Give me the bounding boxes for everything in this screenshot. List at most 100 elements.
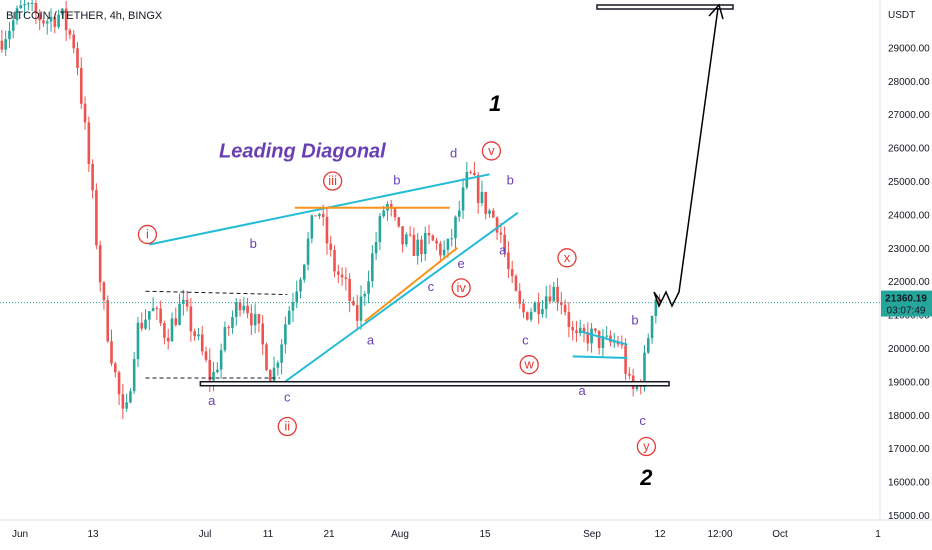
candle-body xyxy=(408,234,412,236)
wave-circle xyxy=(481,141,502,161)
candle-body xyxy=(571,327,574,331)
drawings xyxy=(0,3,880,387)
candle-body xyxy=(461,187,465,211)
y-tick-label: 27000.00 xyxy=(888,110,930,121)
candle-body xyxy=(182,299,185,304)
candle-body xyxy=(397,217,401,227)
candle-body xyxy=(163,323,166,338)
candle-body xyxy=(113,363,117,373)
candles xyxy=(0,0,661,419)
time-axis[interactable]: Jun 13 Jul 11 21 Aug 15 Sep 12 12:00 Oct 1 xyxy=(12,529,881,540)
candle-body xyxy=(454,216,457,239)
candle-body xyxy=(265,344,268,371)
candle-body xyxy=(87,122,91,164)
candle-body xyxy=(79,68,83,104)
candle-body xyxy=(594,328,597,331)
candle-body xyxy=(340,274,344,278)
wave-circle xyxy=(519,355,539,375)
y-tick-label: 16000.00 xyxy=(888,478,930,489)
candle-body xyxy=(223,327,227,351)
candle-body xyxy=(439,243,442,256)
candle-body xyxy=(548,296,552,302)
candle-body xyxy=(321,213,325,218)
x-tick-label: Sep xyxy=(583,529,601,540)
candle-body xyxy=(624,345,627,374)
candle-body xyxy=(148,311,151,320)
candle-body xyxy=(0,40,4,50)
candle-body xyxy=(457,210,461,217)
candle-body xyxy=(185,299,189,307)
candle-body xyxy=(11,20,15,31)
candle-body xyxy=(643,352,646,387)
wave-circle xyxy=(636,436,657,457)
x-tick-label: Oct xyxy=(772,529,788,540)
candle-body xyxy=(628,373,631,376)
candle-body xyxy=(68,30,72,35)
candle-body xyxy=(601,336,605,349)
candle-body xyxy=(344,277,348,279)
wave-circle xyxy=(137,224,158,245)
candle-body xyxy=(155,308,159,310)
candle-body xyxy=(476,175,480,203)
diagonal-lower-line xyxy=(284,211,519,383)
price-axis[interactable]: USDT 29000.00 28000.00 27000.00 26000.00 2500… xyxy=(881,10,932,522)
candle-body xyxy=(174,318,178,325)
candle-body xyxy=(590,328,593,344)
chart-title: BITCOIN / TETHER, 4h, BINGX xyxy=(6,10,163,22)
wave-letter: c xyxy=(284,389,291,404)
candle-body xyxy=(374,242,378,254)
candle-body xyxy=(57,14,60,27)
candle-body xyxy=(287,310,291,325)
candle-body xyxy=(586,332,590,344)
candle-body xyxy=(416,239,419,256)
x-tick-label: 12:00 xyxy=(707,529,732,540)
wave-label: iii xyxy=(328,173,337,188)
wave-letter: c xyxy=(639,413,646,428)
y-tick-label: 29000.00 xyxy=(888,43,930,54)
wave-number-label: 1 xyxy=(489,91,501,116)
candle-body xyxy=(597,330,601,349)
candle-body xyxy=(575,330,578,334)
candle-body xyxy=(102,282,106,301)
candle-body xyxy=(393,208,397,218)
candle-body xyxy=(246,305,249,314)
candle-body xyxy=(382,210,385,217)
candle-body xyxy=(257,314,261,324)
candle-body xyxy=(166,337,170,342)
candle-body xyxy=(582,327,586,333)
candle-body xyxy=(178,303,181,325)
candle-body xyxy=(620,344,624,346)
candle-body xyxy=(556,286,559,303)
candle-body xyxy=(480,191,484,203)
candle-body xyxy=(280,344,283,363)
wave-circle xyxy=(557,248,577,268)
triangle-top-line xyxy=(579,330,628,346)
candle-body xyxy=(450,238,454,240)
candle-body xyxy=(151,308,155,312)
y-tick-label: 20000.00 xyxy=(888,344,930,355)
y-tick-label: 22000.00 xyxy=(888,277,930,288)
candle-body xyxy=(552,286,556,302)
candle-body xyxy=(91,163,94,191)
candle-body xyxy=(491,210,495,218)
candle-body xyxy=(431,235,435,241)
candle-body xyxy=(227,327,230,329)
candle-body xyxy=(27,3,30,5)
candle-body xyxy=(23,4,26,6)
candle-body xyxy=(83,103,87,123)
candle-body xyxy=(507,252,510,270)
candle-body xyxy=(363,293,367,297)
wave-circle xyxy=(277,416,297,437)
candle-body xyxy=(212,372,215,381)
candle-body xyxy=(650,315,654,339)
candle-body xyxy=(529,311,533,320)
candle-body xyxy=(117,372,121,395)
candle-body xyxy=(427,232,431,236)
candle-body xyxy=(605,335,608,337)
currency-label: USDT xyxy=(888,10,915,21)
y-tick-label: 24000.00 xyxy=(888,210,930,221)
y-tick-label: 23000.00 xyxy=(888,244,930,255)
